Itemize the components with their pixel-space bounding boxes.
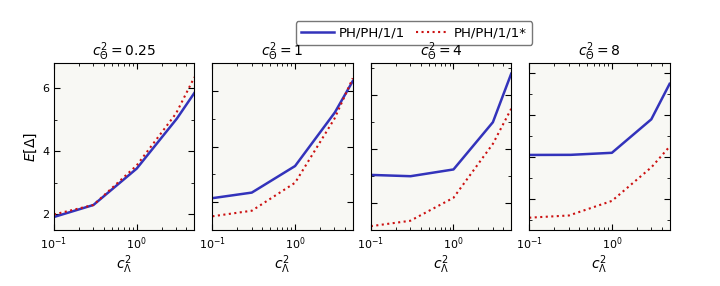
Title: $c_{\Theta}^2 = 1$: $c_{\Theta}^2 = 1$	[261, 40, 304, 63]
Title: $c_{\Theta}^2 = 4$: $c_{\Theta}^2 = 4$	[420, 40, 462, 63]
X-axis label: $c_{\Lambda}^2$: $c_{\Lambda}^2$	[433, 253, 449, 276]
X-axis label: $c_{\Lambda}^2$: $c_{\Lambda}^2$	[116, 253, 132, 276]
X-axis label: $c_{\Lambda}^2$: $c_{\Lambda}^2$	[274, 253, 291, 276]
Title: $c_{\Theta}^2 = 0.25$: $c_{\Theta}^2 = 0.25$	[92, 40, 156, 63]
Legend: PH/PH/1/1, PH/PH/1/1*: PH/PH/1/1, PH/PH/1/1*	[295, 21, 533, 45]
Title: $c_{\Theta}^2 = 8$: $c_{\Theta}^2 = 8$	[578, 40, 621, 63]
X-axis label: $c_{\Lambda}^2$: $c_{\Lambda}^2$	[591, 253, 608, 276]
Y-axis label: $E[\Delta]$: $E[\Delta]$	[23, 132, 39, 162]
